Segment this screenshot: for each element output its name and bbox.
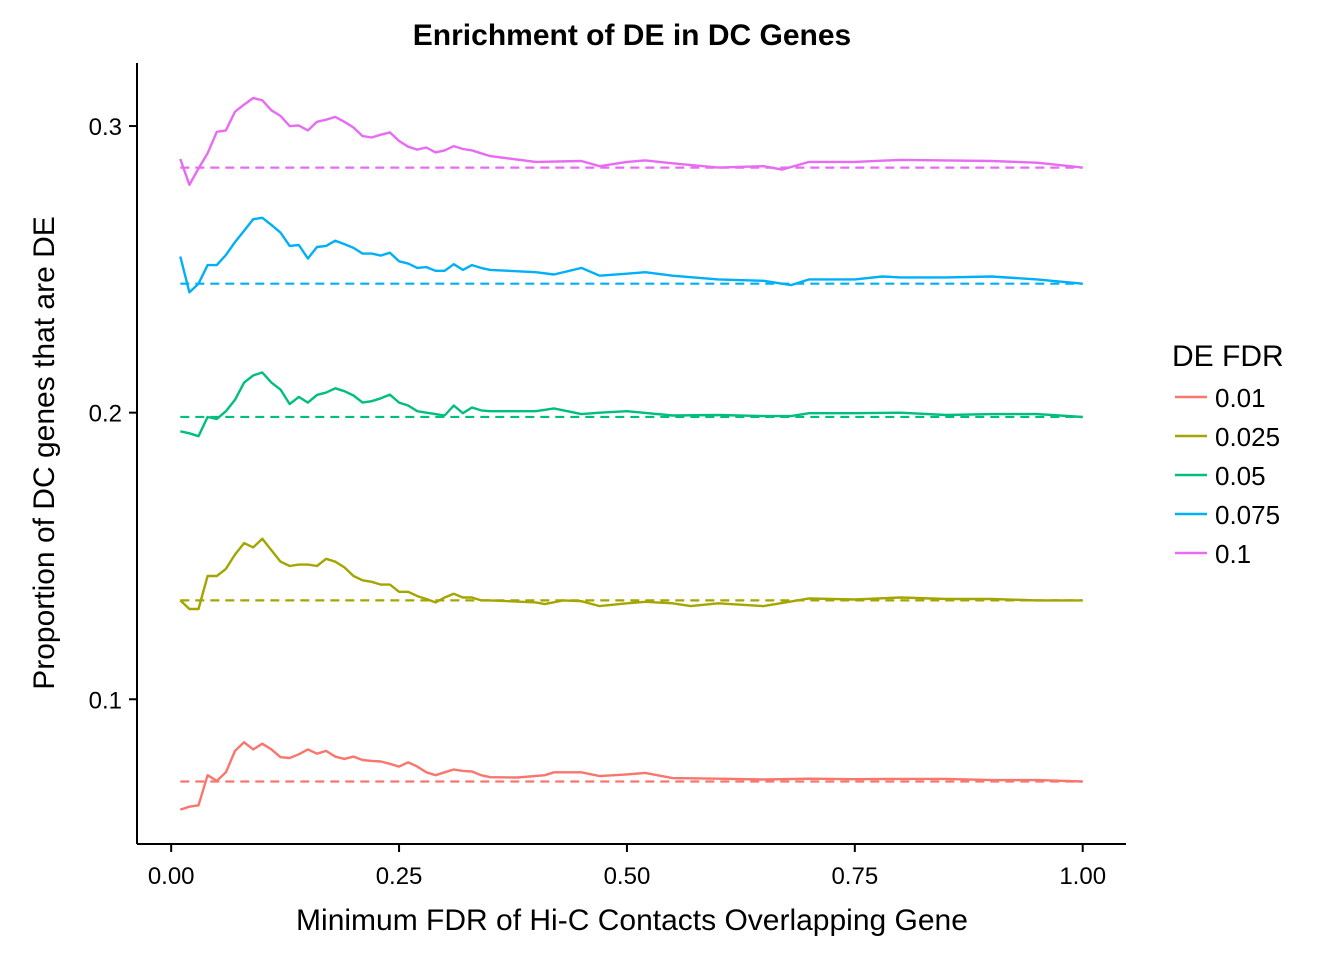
y-axis-ticks: 0.1 0.2 0.3: [89, 114, 137, 714]
legend-label-0.075: 0.075: [1215, 500, 1280, 530]
x-tick-label: 0.75: [831, 863, 878, 890]
legend-title: DE FDR: [1172, 340, 1284, 373]
legend-label-0.1: 0.1: [1215, 539, 1251, 569]
y-tick-label: 0.1: [89, 687, 122, 714]
y-axis-title: Proportion of DC genes that are DE: [28, 216, 61, 690]
legend-label-0.01: 0.01: [1215, 383, 1266, 413]
legend: DE FDR 0.01 0.025 0.05 0.075 0.1: [1172, 340, 1284, 569]
x-tick-label: 0.25: [376, 863, 423, 890]
x-axis-ticks: 0.00 0.25 0.50 0.75 1.00: [148, 844, 1106, 890]
series-line-0.075: [179, 216, 1083, 294]
series-line-0.05: [180, 371, 1083, 438]
chart-title: Enrichment of DE in DC Genes: [413, 19, 851, 52]
series-line-0.025: [179, 537, 1083, 611]
y-tick-label: 0.2: [89, 401, 122, 428]
x-tick-label: 0.50: [604, 863, 651, 890]
y-tick-label: 0.3: [89, 114, 122, 141]
plot-area: [179, 96, 1083, 811]
x-tick-label: 0.00: [148, 863, 195, 890]
legend-label-0.05: 0.05: [1215, 461, 1266, 491]
legend-label-0.025: 0.025: [1215, 422, 1280, 452]
series-line-0.1: [179, 96, 1083, 186]
series-line-0.01: [179, 741, 1083, 811]
x-tick-label: 1.00: [1059, 863, 1106, 890]
x-axis-title: Minimum FDR of Hi-C Contacts Overlapping…: [296, 904, 968, 937]
